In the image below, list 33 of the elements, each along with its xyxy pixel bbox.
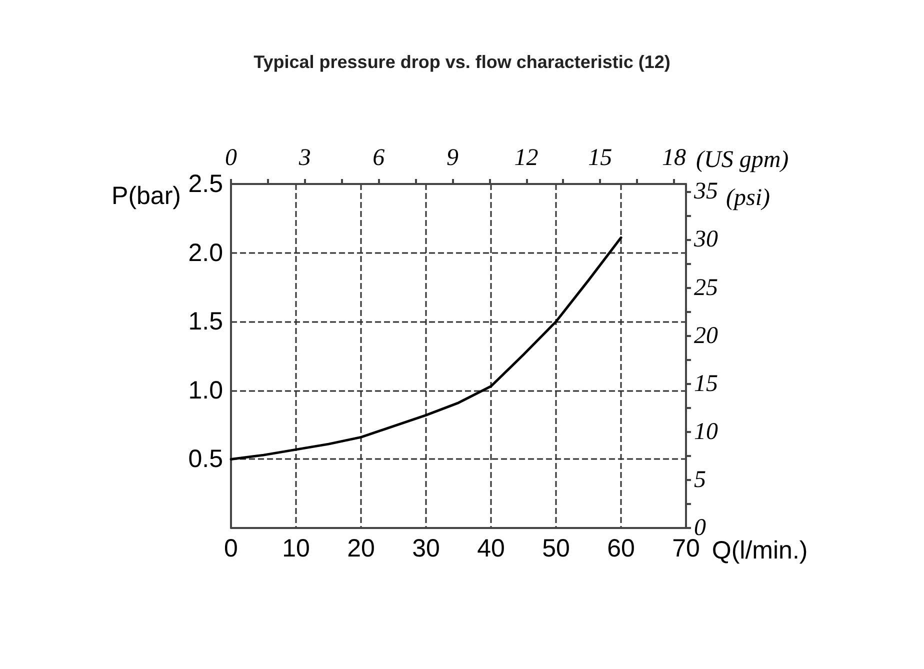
x-axis-title: Q(l/min.) xyxy=(712,536,808,564)
x-tick-label: 70 xyxy=(672,534,700,562)
x-tick-label: 0 xyxy=(224,534,238,562)
y2-tick-label: 5 xyxy=(694,466,706,493)
x2-tick-label: 6 xyxy=(372,145,385,171)
x-tick-label: 50 xyxy=(542,534,570,562)
y2-tick-label: 25 xyxy=(694,274,718,301)
y-tick-label: 1.5 xyxy=(188,308,223,336)
y-tick-label: 1.0 xyxy=(188,376,223,404)
x2-axis-title: (US gpm) xyxy=(696,147,789,173)
line-series xyxy=(230,236,622,460)
y-tick-label: 0.5 xyxy=(188,445,223,474)
y-axis-title: P(bar) xyxy=(112,182,181,210)
x2-tick-label: 18 xyxy=(662,145,686,171)
y-tick-label: 2.5 xyxy=(188,170,223,198)
y2-tick-label: 10 xyxy=(694,418,718,445)
y2-axis-title: (psi) xyxy=(726,185,770,211)
x2-tick-label: 0 xyxy=(225,145,237,171)
y2-tick-label: 15 xyxy=(694,370,718,397)
x2-tick-label: 12 xyxy=(514,145,538,171)
x-tick-label: 20 xyxy=(347,534,375,562)
chart-title: Typical pressure drop vs. flow characteristic (12) xyxy=(254,52,670,72)
x-tick-label: 30 xyxy=(412,534,440,562)
x-tick-label: 60 xyxy=(607,534,635,562)
y2-tick-label: 35 xyxy=(693,178,718,205)
y-tick-label: 2.0 xyxy=(188,238,223,267)
x2-tick-label: 3 xyxy=(298,145,311,171)
x2-tick-label: 15 xyxy=(588,145,612,171)
x-tick-label: 40 xyxy=(477,534,505,562)
y2-tick-label: 30 xyxy=(693,226,718,253)
x-tick-label: 10 xyxy=(282,534,310,562)
x2-tick-label: 9 xyxy=(446,145,458,171)
y2-tick-label: 20 xyxy=(694,322,718,349)
